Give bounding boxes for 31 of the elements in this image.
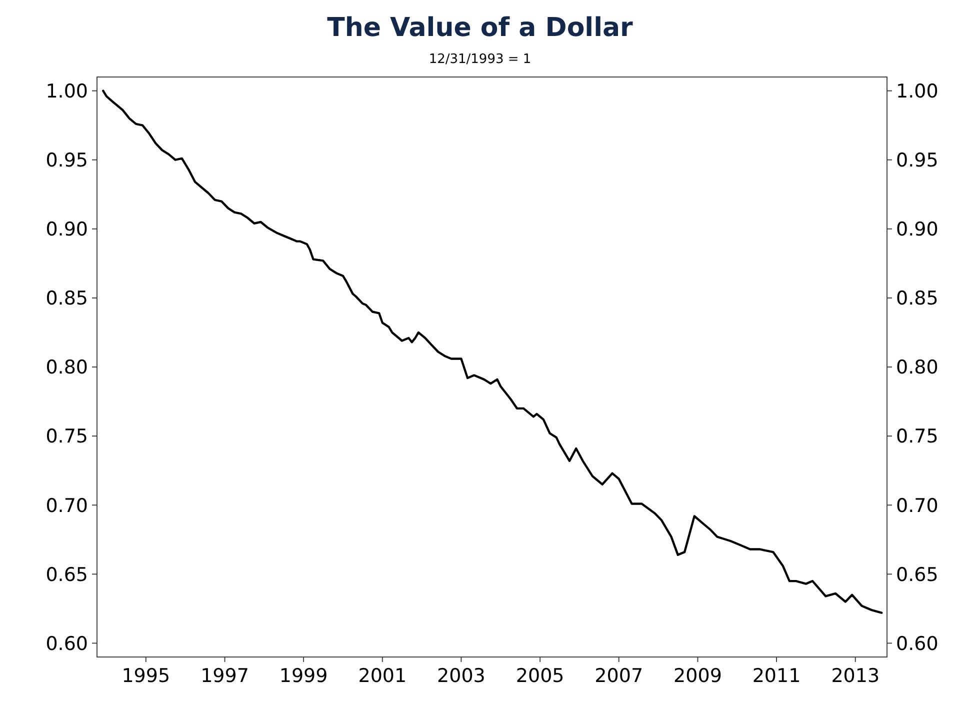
y-tick-label: 0.80 [46, 356, 88, 379]
x-tick-label: 1997 [200, 665, 249, 687]
x-tick-label: 2003 [437, 665, 486, 687]
chart-title: The Value of a Dollar [327, 13, 634, 43]
y-tick-label: 0.90 [46, 218, 88, 241]
x-tick-label: 1999 [279, 665, 328, 687]
y2-tick-label: 0.60 [896, 632, 938, 655]
y2-tick-label: 0.80 [896, 356, 938, 379]
y-tick-label: 0.65 [46, 564, 88, 586]
x-tick-label: 2009 [674, 665, 722, 687]
x-tick-label: 2011 [752, 665, 801, 687]
y2-tick-label: 0.90 [896, 218, 938, 241]
y2-tick-label: 1.00 [896, 80, 938, 102]
chart-subtitle: 12/31/1993 = 1 [428, 52, 532, 67]
y2-tick-label: 0.70 [896, 494, 938, 517]
y2-tick-label: 0.75 [896, 426, 938, 448]
x-tick-label: 2013 [831, 665, 880, 687]
y-tick-label: 0.95 [46, 150, 88, 172]
x-tick-label: 2001 [358, 665, 407, 687]
y-tick-label: 0.60 [46, 632, 88, 655]
line-series [102, 90, 883, 614]
y-tick-label: 0.70 [46, 494, 88, 517]
x-tick-label: 1995 [122, 665, 170, 687]
y2-tick-label: 0.85 [896, 288, 938, 310]
y2-tick-label: 0.65 [896, 564, 938, 586]
x-tick-label: 2007 [594, 665, 644, 687]
x-tick-label: 2005 [516, 665, 564, 687]
y-tick-label: 0.85 [46, 288, 88, 310]
y2-tick-label: 0.95 [896, 150, 938, 172]
y-tick-label: 1.00 [46, 80, 88, 102]
y-tick-label: 0.75 [46, 426, 88, 448]
